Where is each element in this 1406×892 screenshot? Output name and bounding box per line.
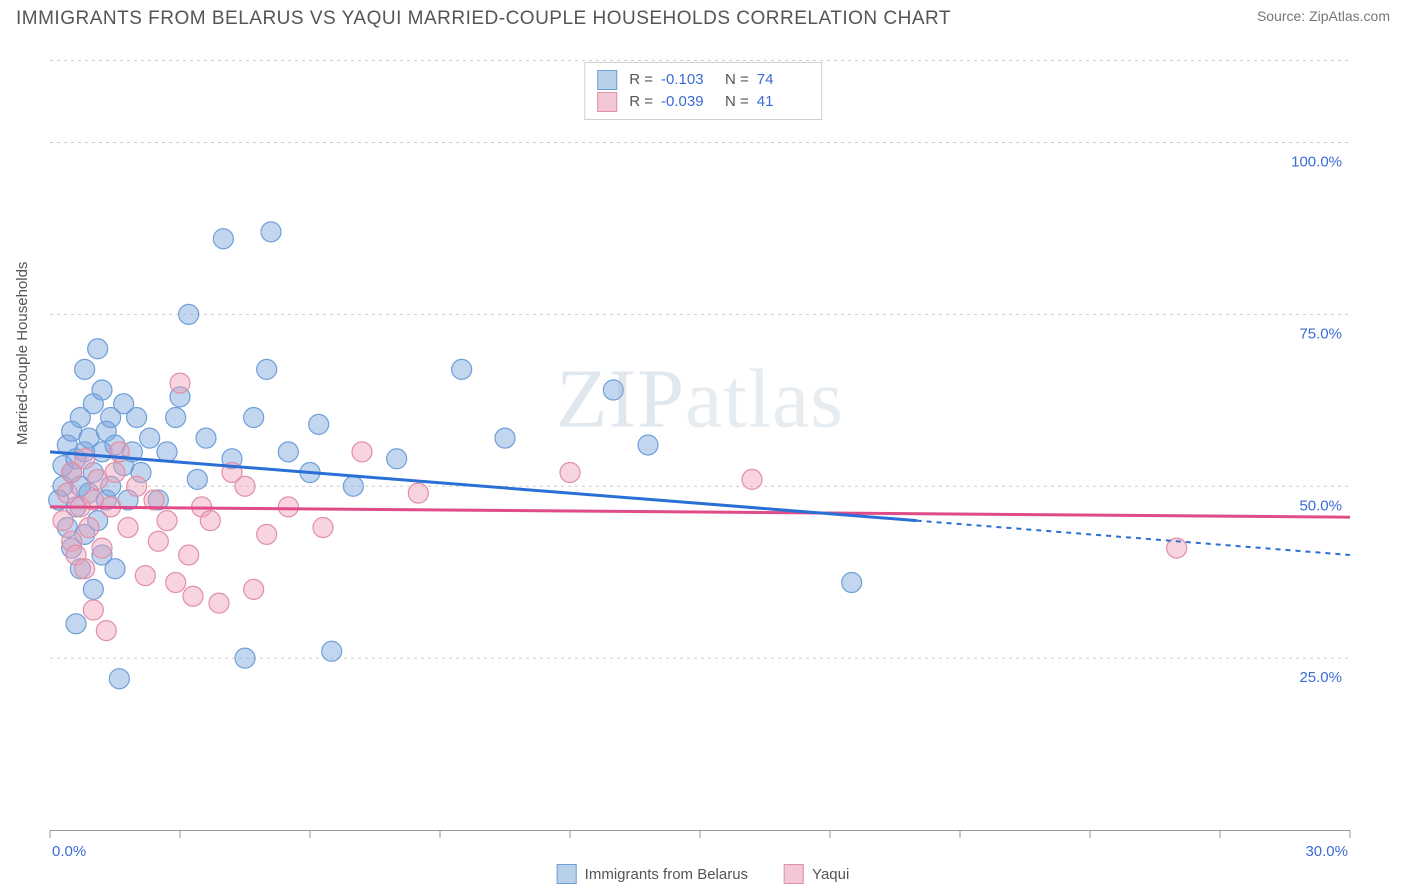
svg-text:25.0%: 25.0% bbox=[1299, 669, 1342, 686]
legend-item-series1: Immigrants from Belarus bbox=[557, 864, 748, 884]
chart-area: 25.0%50.0%75.0%100.0%0.0%30.0% ZIPatlas bbox=[50, 60, 1350, 831]
swatch-series2 bbox=[597, 92, 617, 112]
chart-title: IMMIGRANTS FROM BELARUS VS YAQUI MARRIED… bbox=[16, 8, 951, 30]
n-value-1: 74 bbox=[757, 69, 809, 91]
legend-row-series2: R = -0.039 N = 41 bbox=[597, 91, 809, 113]
svg-text:50.0%: 50.0% bbox=[1299, 497, 1342, 514]
source-label: Source: ZipAtlas.com bbox=[1257, 8, 1390, 24]
y-axis-label: Married-couple Households bbox=[14, 262, 31, 445]
legend-label-series2: Yaqui bbox=[812, 866, 849, 883]
r-value-2: -0.039 bbox=[661, 91, 713, 113]
series-legend: Immigrants from Belarus Yaqui bbox=[557, 864, 850, 884]
r-label-1: R = bbox=[629, 69, 653, 91]
scatter-plot: 25.0%50.0%75.0%100.0%0.0%30.0% bbox=[50, 60, 1350, 830]
svg-text:100.0%: 100.0% bbox=[1291, 154, 1342, 171]
n-label-2: N = bbox=[725, 91, 749, 113]
swatch-series1-b bbox=[557, 864, 577, 884]
r-value-1: -0.103 bbox=[661, 69, 713, 91]
swatch-series1 bbox=[597, 70, 617, 90]
n-value-2: 41 bbox=[757, 91, 809, 113]
svg-text:75.0%: 75.0% bbox=[1299, 325, 1342, 342]
legend-item-series2: Yaqui bbox=[784, 864, 849, 884]
swatch-series2-b bbox=[784, 864, 804, 884]
r-label-2: R = bbox=[629, 91, 653, 113]
correlation-legend: R = -0.103 N = 74 R = -0.039 N = 41 bbox=[584, 62, 822, 120]
legend-row-series1: R = -0.103 N = 74 bbox=[597, 69, 809, 91]
legend-label-series1: Immigrants from Belarus bbox=[585, 866, 748, 883]
svg-text:0.0%: 0.0% bbox=[52, 843, 86, 860]
n-label-1: N = bbox=[725, 69, 749, 91]
svg-text:30.0%: 30.0% bbox=[1305, 843, 1348, 860]
